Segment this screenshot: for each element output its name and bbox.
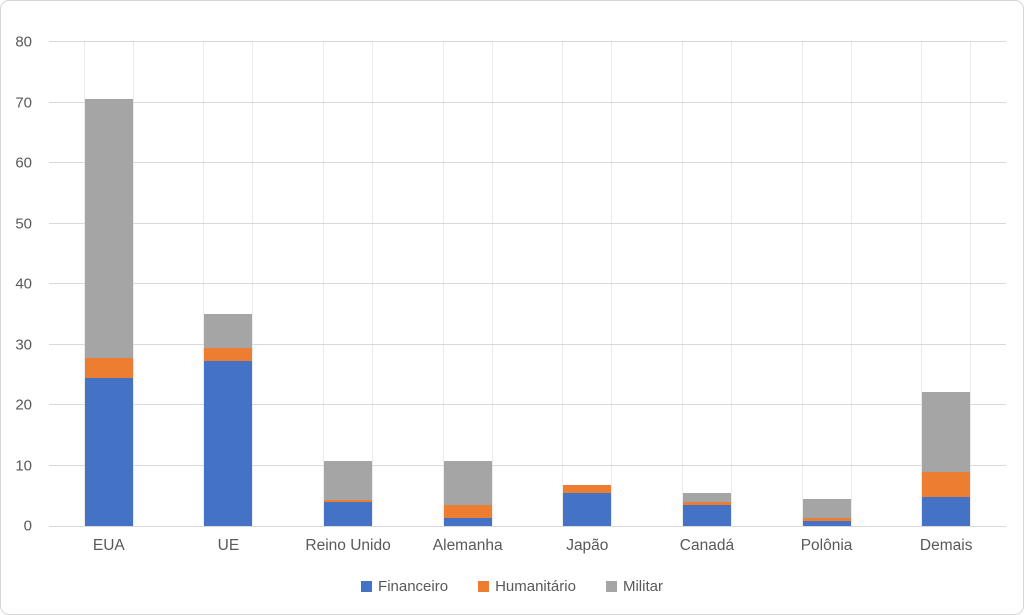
bar-segment-humanitario bbox=[84, 357, 133, 379]
gridline-50 bbox=[49, 222, 1006, 224]
y-axis-tick-label: 70 bbox=[15, 94, 32, 111]
legend-label: Militar bbox=[622, 578, 663, 595]
bar-segment-militar bbox=[324, 460, 373, 500]
bar-segment-humanitario bbox=[204, 347, 253, 362]
y-axis-tick-label: 20 bbox=[15, 396, 32, 414]
bar-slot-0 bbox=[49, 42, 169, 526]
bar-segment-financeiro bbox=[324, 501, 373, 526]
bar-segment-financeiro bbox=[682, 505, 731, 526]
gridline-40 bbox=[49, 283, 1006, 284]
bar-group bbox=[443, 42, 492, 526]
bar-segment-militar bbox=[922, 391, 971, 473]
legend: Financeiro Humanitário Militar bbox=[1, 579, 1023, 594]
gridline-10 bbox=[49, 464, 1006, 466]
bar-group bbox=[563, 42, 612, 526]
bar-segment-humanitario bbox=[563, 484, 612, 494]
x-axis-line bbox=[49, 526, 1006, 527]
y-axis: 0 10 20 30 40 50 60 70 80 bbox=[1, 35, 41, 534]
x-axis-label: EUA bbox=[92, 537, 125, 554]
x-axis-label: Canadá bbox=[679, 537, 735, 554]
legend-item: Financeiro bbox=[361, 579, 448, 594]
bar-segment-militar bbox=[204, 314, 253, 348]
y-axis-tick-label: 80 bbox=[15, 33, 32, 51]
bar-slot-5 bbox=[647, 42, 767, 526]
legend-label: Humanitário bbox=[495, 578, 576, 595]
legend-swatch-humanitario bbox=[478, 581, 490, 592]
x-axis-label: Demais bbox=[919, 537, 973, 554]
bar-segment-financeiro bbox=[922, 496, 971, 526]
bar-slot-7 bbox=[886, 42, 1006, 526]
x-axis-label: Alemanha bbox=[432, 537, 503, 554]
y-axis-tick-label: 30 bbox=[15, 336, 32, 353]
legend-swatch-financeiro bbox=[361, 581, 373, 592]
y-axis-tick-label: 10 bbox=[15, 457, 32, 474]
bar-group bbox=[204, 42, 253, 526]
x-axis-label: Polônia bbox=[800, 537, 853, 554]
bar-group bbox=[84, 42, 133, 526]
bar-group bbox=[922, 42, 971, 526]
bar-segment-humanitario bbox=[682, 501, 731, 506]
y-axis-tick-label: 40 bbox=[15, 275, 32, 293]
bar-segment-militar bbox=[802, 498, 851, 519]
legend-item: Militar bbox=[605, 578, 663, 595]
bar-slot-2 bbox=[288, 42, 408, 526]
gridline-60 bbox=[49, 162, 1006, 163]
bar-segment-militar bbox=[84, 98, 133, 358]
bar-segment-militar bbox=[443, 460, 492, 506]
bar-segment-financeiro bbox=[563, 493, 612, 526]
x-axis-label: Japão bbox=[566, 537, 609, 554]
bar-slot-6 bbox=[767, 42, 887, 526]
gridline-20 bbox=[49, 404, 1006, 405]
gridline-70 bbox=[49, 101, 1006, 103]
legend-item: Humanitário bbox=[478, 579, 576, 594]
x-axis-label: UE bbox=[217, 537, 240, 554]
bar-group bbox=[324, 42, 373, 526]
bar-segment-financeiro bbox=[204, 361, 253, 526]
bars-row bbox=[49, 42, 1006, 526]
bar-segment-financeiro bbox=[443, 517, 492, 526]
bar-segment-humanitario bbox=[802, 518, 851, 522]
bar-segment-militar bbox=[682, 492, 731, 502]
bar-segment-humanitario bbox=[324, 500, 373, 502]
bar-slot-3 bbox=[408, 42, 528, 526]
bar-slot-4 bbox=[528, 42, 648, 526]
legend-swatch-militar bbox=[605, 581, 617, 592]
x-axis-labels: EUA UE Reino Unido Alemanha Japão Canadá Polôn… bbox=[49, 537, 1006, 556]
y-axis-tick-label: 0 bbox=[23, 517, 32, 535]
bar-group bbox=[802, 42, 851, 526]
bar-segment-humanitario bbox=[443, 505, 492, 518]
legend-label: Financeiro bbox=[378, 578, 449, 595]
bar-segment-financeiro bbox=[802, 521, 851, 526]
gridline-80 bbox=[49, 41, 1006, 42]
plot-area bbox=[49, 41, 1006, 527]
bar-group bbox=[682, 42, 731, 526]
y-axis-tick-label: 60 bbox=[15, 154, 32, 172]
bar-segment-financeiro bbox=[84, 378, 133, 526]
x-axis-label: Reino Unido bbox=[305, 537, 391, 554]
bar-slot-1 bbox=[169, 42, 289, 526]
bar-segment-humanitario bbox=[922, 472, 971, 497]
y-axis-tick-label: 50 bbox=[15, 215, 32, 232]
gridline-30 bbox=[49, 343, 1006, 345]
